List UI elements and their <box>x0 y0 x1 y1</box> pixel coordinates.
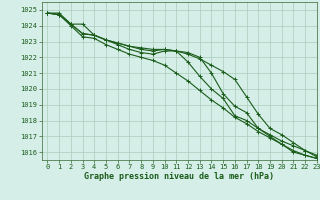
X-axis label: Graphe pression niveau de la mer (hPa): Graphe pression niveau de la mer (hPa) <box>84 172 274 181</box>
